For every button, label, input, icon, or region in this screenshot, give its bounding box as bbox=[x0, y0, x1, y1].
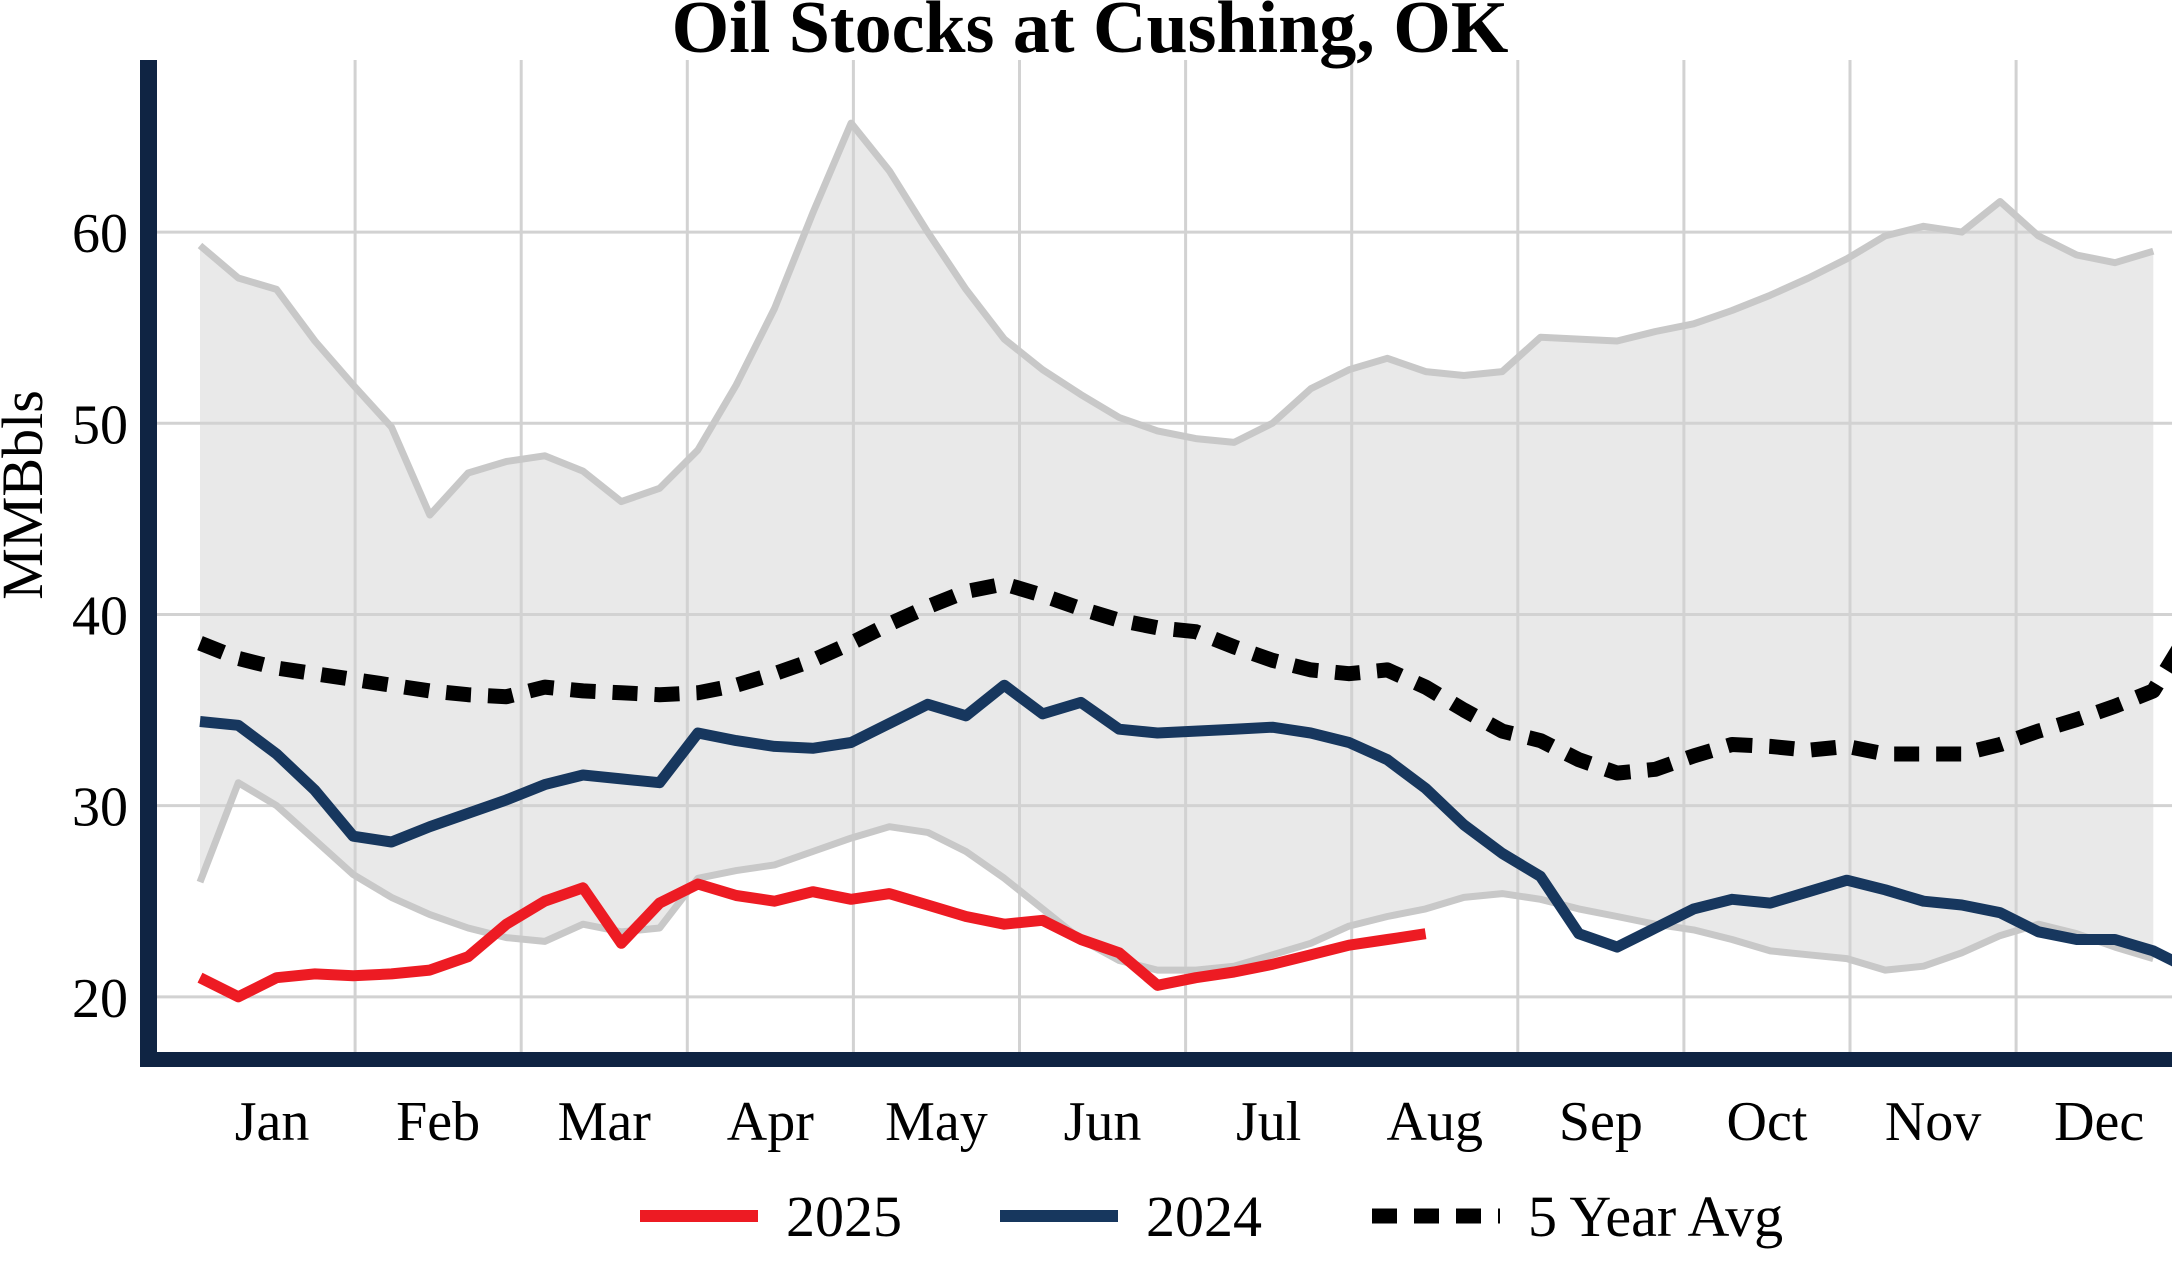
five-year-range-upper-edge bbox=[197, 119, 2155, 519]
y-tick-label-40: 40 bbox=[72, 585, 128, 647]
y-tick-label-50: 50 bbox=[72, 394, 128, 456]
x-tick-label-Nov: Nov bbox=[1885, 1091, 1981, 1153]
series-line-2025 bbox=[197, 878, 1427, 1003]
x-tick-label-Feb: Feb bbox=[396, 1091, 480, 1153]
x-tick-label-Apr: Apr bbox=[727, 1091, 814, 1153]
series-line-5-year-avg bbox=[197, 576, 2172, 781]
x-tick-label-Jan: Jan bbox=[235, 1091, 310, 1153]
legend-label-2024: 2024 bbox=[1146, 1184, 1262, 1249]
x-axis-spine bbox=[140, 1052, 2172, 1067]
chart-title: Oil Stocks at Cushing, OK bbox=[672, 0, 1509, 69]
data-series bbox=[197, 576, 2172, 1003]
x-tick-label-Oct: Oct bbox=[1727, 1091, 1808, 1153]
x-tick-label-Sep: Sep bbox=[1559, 1091, 1643, 1153]
legend-label-2025: 2025 bbox=[786, 1184, 902, 1249]
x-tick-label-Jun: Jun bbox=[1064, 1091, 1142, 1153]
x-tick-label-Dec: Dec bbox=[2054, 1091, 2144, 1153]
five-year-range-lower-edge bbox=[196, 779, 2155, 974]
legend-label-5yr-avg: 5 Year Avg bbox=[1528, 1184, 1783, 1249]
y-tick-label-30: 30 bbox=[72, 777, 128, 839]
axis-tick-labels: 20 30 40 50 60 Jan Feb Mar Apr May Jun Jul Aug Sep Oct… bbox=[72, 203, 2144, 1153]
series-line-2024 bbox=[199, 679, 2172, 967]
x-tick-label-Jul: Jul bbox=[1236, 1091, 1301, 1153]
y-axis-spine bbox=[140, 60, 157, 1066]
x-tick-label-Mar: Mar bbox=[558, 1091, 652, 1153]
y-tick-label-20: 20 bbox=[72, 968, 128, 1030]
y-tick-label-60: 60 bbox=[72, 203, 128, 265]
x-tick-label-Aug: Aug bbox=[1387, 1091, 1483, 1153]
x-tick-label-May: May bbox=[885, 1091, 988, 1153]
five-year-range-band-edges bbox=[196, 119, 2155, 974]
legend: 2025 2024 5 Year Avg bbox=[640, 1184, 1783, 1249]
y-axis-label: MMBbls bbox=[0, 390, 55, 600]
